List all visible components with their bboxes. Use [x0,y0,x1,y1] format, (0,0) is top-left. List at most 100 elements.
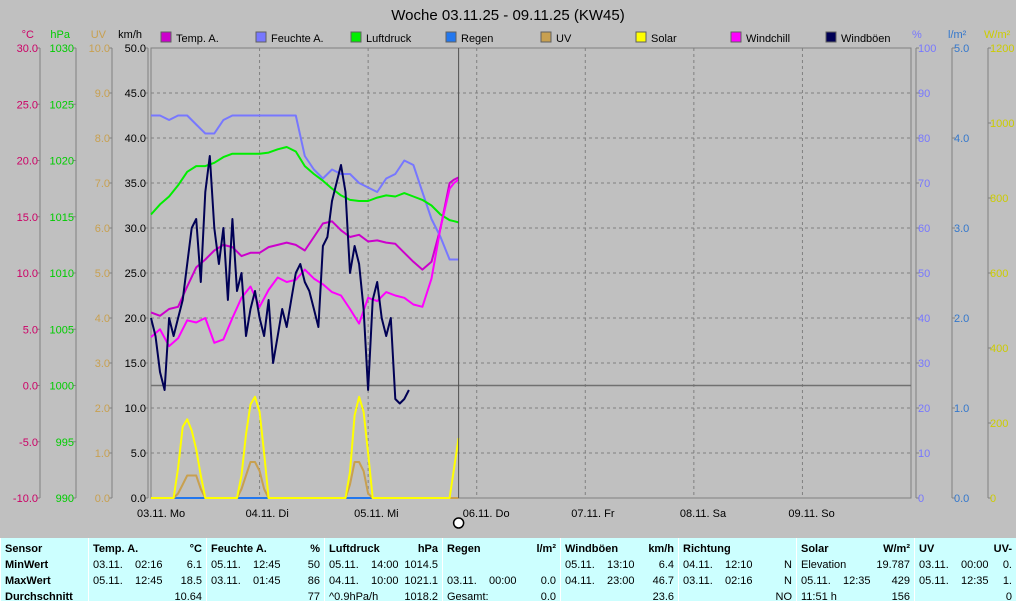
stats-header-unit: % [310,543,320,555]
stats-column: Richtung 04.11. 12:10 N 03.11. 02:16 N NO [678,538,796,601]
stats-cell-value: 1018.2 [404,591,438,601]
axis-tick-label: 25.0 [125,268,146,280]
stats-cell-time: 00:00 [961,559,989,571]
axis-tick-label: 2.0 [95,403,110,415]
stats-cell-date: 03.11. [93,559,123,571]
legend-label: Regen [461,33,493,45]
stats-header-unit: l/m² [536,543,556,555]
axis-tick-label: 1000 [990,118,1014,130]
x-tick-label: 07.11. Fr [571,508,615,520]
stats-cell-value: 1014.5 [404,559,438,571]
axis-tick-label: 10.0 [17,268,38,280]
stats-cell-date: 05.11. [211,559,241,571]
axis-tick-label: 1015 [50,212,74,224]
axis-unit-label: % [912,29,922,41]
axis-tick-label: 90 [918,88,930,100]
stats-cell-date: 04.11. [683,559,713,571]
axis-tick-label: 35.0 [125,178,146,190]
stats-row: 23.6 [561,589,678,601]
stats-cell-value: 18.5 [180,575,202,587]
stats-cell-date: Gesamt: [447,591,489,601]
axis-tick-label: 6.0 [95,223,110,235]
axis-tick-label: 0 [918,493,924,505]
axis-tick-label: -5.0 [19,437,38,449]
axis-tick-label: 0 [990,493,996,505]
stats-cell-value: 6.1 [186,559,202,571]
axis-tick-label: 9.0 [95,88,110,100]
stats-header-unit: hPa [417,543,438,555]
axis-tick-label: 0.0 [95,493,110,505]
axis-unit-label: hPa [50,29,70,41]
stats-row: NO [679,589,796,601]
stats-cell-date: 04.11. [565,575,595,587]
axis-tick-label: 1010 [50,268,74,280]
stats-column: Temp. A. °C 03.11. 02:16 6.1 05.11. 12:45 18.5 1… [88,538,206,601]
chart-svg: Woche 03.11.25 - 09.11.25 (KW45) -10.0 -5.… [13,7,1014,529]
axis-tick-label: 200 [990,418,1008,430]
stats-header: Luftdruck hPa [325,541,442,557]
stats-row: 11:51 h 156 [797,589,914,601]
axis-unit-label: °C [22,29,34,41]
legend-swatch [540,31,552,43]
stats-header-title: Temp. A. [93,543,139,555]
legend-label: Feuchte A. [271,33,324,45]
stats-row: 03.11. 00:00 0. [915,557,1016,573]
stats-row: 03.11. 02:16 N [679,573,796,589]
stats-row: MaxWert [1,573,88,589]
axis-tick-label: 1030 [50,43,74,55]
axis-tick-label: 400 [990,343,1008,355]
stats-header-title: Regen [447,543,481,555]
stats-cell-date: 05.11. [329,559,359,571]
stats-header-unit: UV- [993,543,1012,555]
axis-tick-label: 25.0 [17,99,38,111]
stats-cell-time: 12:35 [843,575,871,587]
stats-header-title: Feuchte A. [211,543,267,555]
axis-unit-label: W/m² [984,29,1011,41]
stats-cell-date: ^0.9hPa/h [329,591,379,601]
stats-cell-date: 05.11. [801,575,831,587]
stats-cell-time: 12:10 [725,559,753,571]
axis-tick-label: 10 [918,448,930,460]
stats-row: 05.11. 12:45 18.5 [89,573,206,589]
axis-tick-label: 5.0 [95,268,110,280]
axis-tick-label: 600 [990,268,1008,280]
stats-header-title: Windböen [565,543,619,555]
stats-header: Regen l/m² [443,541,560,557]
stats-cell-value: 0.0 [540,591,556,601]
chart-title: Woche 03.11.25 - 09.11.25 (KW45) [391,7,624,24]
axis-unit-label: l/m² [948,29,967,41]
stats-row: Gesamt: 0.0 [443,589,560,601]
stats-header: Feuchte A.% [207,541,324,557]
stats-cell-value: 6.4 [658,559,674,571]
stats-header: Richtung [679,541,796,557]
stats-cell-date: Elevation [801,559,847,571]
stats-cell-time: 23:00 [607,575,635,587]
stats-cell-value: N [784,559,792,571]
legend-swatch [350,31,362,43]
series-line [150,176,460,317]
axis-tick-label: 1000 [50,381,74,393]
stats-column: UV UV- 03.11. 00:00 0. 05.11. 12:35 1. 0 [914,538,1016,601]
stats-cell-time: 12:45 [253,559,281,571]
stats-row: 05.11. 12:35 429 [797,573,914,589]
axis-tick-label: 45.0 [125,88,146,100]
axis-unit-label: UV [91,29,107,41]
stats-column: Regen l/m² 03.11. 00:00 0.0 Gesamt: 0.0 [442,538,560,601]
stats-cell-value: NO [775,591,793,601]
axis-tick-label: 0.0 [23,381,38,393]
stats-row: 04.11. 23:00 46.7 [561,573,678,589]
stats-cell-date: 03.11. [211,575,241,587]
axis-tick-label: 20.0 [125,313,146,325]
stats-row: 04.11. 10:00 1021.1 [325,573,442,589]
x-tick-label: 08.11. Sa [680,508,727,520]
stats-cell-time: 10:00 [371,575,399,587]
stats-header-unit: W/m² [883,543,910,555]
stats-header: Windböen km/h [561,541,678,557]
statistics-table: Sensor MinWert MaxWert Durchschnitt Temp. A.… [0,538,1016,601]
stats-row: 03.11. 02:16 6.1 [89,557,206,573]
stats-cell-date: 05.11. [93,575,123,587]
series-line [150,178,460,348]
axis-tick-label: 1020 [50,156,74,168]
legend-swatch [635,31,647,43]
legend-swatch [730,31,742,43]
